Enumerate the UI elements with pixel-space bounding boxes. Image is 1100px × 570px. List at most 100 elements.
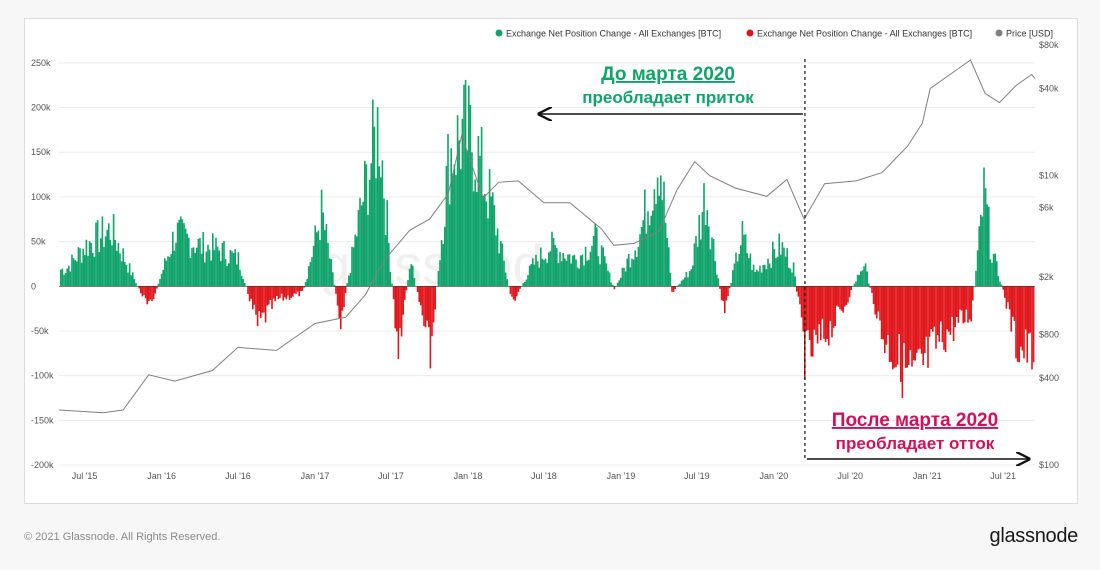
outflow-bar <box>396 286 398 332</box>
chart: 250k 200k 150k 100k 50k 0 -50k -100k -150k -200k $… <box>31 29 1059 482</box>
inflow-bar <box>776 256 779 287</box>
inflow-bar <box>612 284 614 287</box>
inflow-bar <box>768 263 771 287</box>
inflow-bar <box>976 250 979 287</box>
inflow-bar <box>853 283 856 287</box>
inflow-bar <box>525 279 528 287</box>
outflow-bar <box>405 286 408 291</box>
inflow-bar <box>364 160 366 287</box>
inflow-bar <box>741 221 744 287</box>
outflow-bar <box>719 286 721 289</box>
inflow-bar <box>183 223 185 287</box>
inflow-bar <box>85 239 88 287</box>
inflow-bar <box>624 271 627 287</box>
outflow-bar <box>810 286 812 357</box>
outflow-bar <box>919 286 921 349</box>
outflow-bar <box>511 286 513 297</box>
outflow-bar <box>509 286 512 294</box>
outflow-bar <box>916 286 918 353</box>
outflow-bar <box>826 286 828 340</box>
inflow-bar <box>628 253 630 287</box>
inflow-bar <box>445 165 448 287</box>
outflow-bar <box>725 286 728 301</box>
outflow-bar <box>264 286 267 323</box>
inflow-bar <box>863 266 865 287</box>
inflow-bar <box>645 233 648 287</box>
inflow-bar <box>506 279 508 287</box>
outflow-bar <box>720 286 723 301</box>
inflow-bar <box>636 257 638 287</box>
inflow-bar <box>794 276 796 287</box>
inflow-bar <box>650 215 652 287</box>
inflow-bar <box>680 280 683 287</box>
inflow-bar <box>757 271 760 287</box>
inflow-bar <box>184 228 187 287</box>
outflow-bar <box>154 286 156 294</box>
inflow-bar <box>242 278 244 287</box>
inflow-bar <box>709 249 712 287</box>
outflow-bar <box>261 286 264 313</box>
inflow-bar <box>207 244 209 287</box>
outflow-bar <box>300 286 302 292</box>
outflow-bar <box>933 286 936 327</box>
x-tick-label: Jul '19 <box>684 471 710 481</box>
inflow-bar <box>208 249 211 287</box>
inflow-bar <box>498 253 500 287</box>
inflow-bar <box>316 232 318 287</box>
outflow-bar <box>279 286 281 299</box>
inflow-bar <box>608 272 611 287</box>
inflow-bar <box>127 272 129 287</box>
inflow-bar <box>980 214 982 287</box>
outflow-bar <box>519 286 521 289</box>
inflow-bar <box>573 254 576 287</box>
outflow-bar <box>722 286 724 302</box>
inflow-bar <box>759 265 761 287</box>
inflow-bar <box>119 253 121 287</box>
inflow-bar <box>594 223 596 287</box>
outflow-bar <box>143 286 145 295</box>
outflow-bar <box>1021 286 1024 351</box>
inflow-bar <box>74 260 76 287</box>
inflow-bar <box>784 256 787 287</box>
outflow-bar <box>141 286 144 297</box>
inflow-bar <box>572 255 574 287</box>
inflow-bar <box>621 267 624 287</box>
x-tick-label: Jan '19 <box>607 471 636 481</box>
inflow-bar <box>666 238 668 287</box>
inflow-bar <box>90 242 92 287</box>
inflow-bar <box>368 179 371 287</box>
y-left-tick-label: 0 <box>31 281 36 291</box>
inflow-bar <box>565 260 568 287</box>
outflow-bar <box>152 286 155 300</box>
outflow-bar <box>836 286 838 306</box>
outflow-bar <box>727 286 729 297</box>
inflow-bar <box>370 163 372 287</box>
outflow-bar <box>282 286 284 301</box>
outflow-bar <box>728 286 731 289</box>
outflow-bar <box>724 286 726 314</box>
inflow-bar <box>527 275 529 287</box>
inflow-bar <box>663 181 665 287</box>
inflow-bar <box>98 252 100 287</box>
inflow-bar <box>767 258 769 287</box>
outflow-bar <box>1023 286 1025 359</box>
outflow-bar <box>871 286 873 293</box>
inflow-bar <box>359 197 361 287</box>
inflow-bar <box>205 251 208 287</box>
outflow-bar <box>869 286 872 288</box>
outflow-bar <box>426 286 428 321</box>
inflow-bar <box>389 271 392 287</box>
inflow-bar <box>743 234 745 287</box>
inflow-bar <box>68 265 70 287</box>
inflow-bar <box>325 223 328 287</box>
outflow-bar <box>944 286 947 353</box>
outflow-bar <box>258 286 260 312</box>
inflow-bar <box>194 253 196 287</box>
inflow-bar <box>114 239 116 287</box>
outflow-bar <box>844 286 846 307</box>
inflow-bar <box>538 267 540 287</box>
inflow-bar <box>540 247 542 287</box>
inflow-bar <box>775 257 777 287</box>
inflow-bar <box>552 237 555 287</box>
x-tick-label: Jul '18 <box>531 471 557 481</box>
